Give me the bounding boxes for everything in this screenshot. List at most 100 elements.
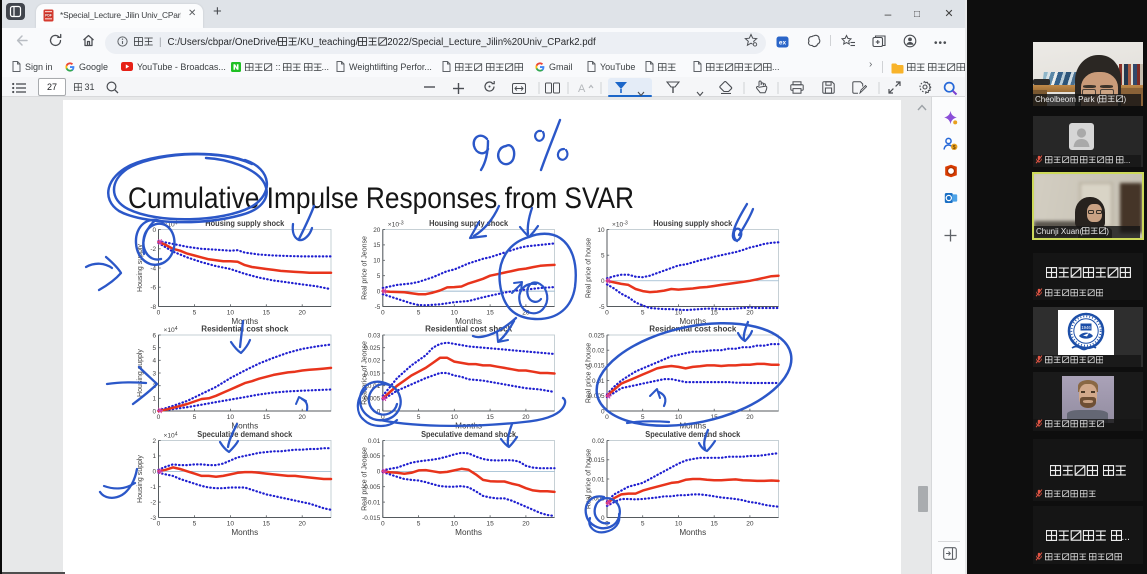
svg-text:-0.005: -0.005 (362, 484, 381, 491)
svg-text:Real price of house: Real price of house (586, 238, 593, 298)
svg-text:5: 5 (641, 414, 645, 421)
svg-text:Months: Months (679, 317, 706, 326)
svg-text:10: 10 (451, 309, 459, 316)
svg-text:5: 5 (193, 414, 197, 421)
svg-text:5: 5 (417, 520, 421, 527)
svg-text:Months: Months (679, 422, 706, 431)
svg-text:20: 20 (746, 414, 754, 421)
svg-text:0.015: 0.015 (589, 363, 605, 370)
svg-text:Cumulative Impulse Responses f: Cumulative Impulse Responses from SVAR (128, 182, 634, 215)
svg-text:Residential cost shock: Residential cost shock (201, 325, 289, 334)
svg-text:0: 0 (377, 408, 381, 415)
svg-text:Real price of Jeonse: Real price of Jeonse (361, 236, 368, 300)
svg-text:0.025: 0.025 (364, 345, 380, 352)
svg-text:A: A (578, 83, 586, 94)
svg-text:0: 0 (605, 414, 609, 421)
svg-text:0: 0 (601, 515, 605, 522)
svg-text:20: 20 (746, 309, 754, 316)
svg-text:0: 0 (157, 520, 161, 527)
svg-text:1946: 1946 (1081, 325, 1091, 330)
svg-text:0: 0 (377, 288, 381, 295)
svg-text:0.015: 0.015 (364, 370, 380, 377)
svg-text:Residential cost shock: Residential cost shock (425, 325, 513, 334)
svg-text:5: 5 (417, 309, 421, 316)
svg-text:Real price of Jeonse: Real price of Jeonse (361, 341, 368, 405)
svg-text:15: 15 (263, 309, 271, 316)
svg-text:10: 10 (675, 309, 683, 316)
svg-text:5: 5 (641, 520, 645, 527)
svg-text:10: 10 (675, 520, 683, 527)
svg-text:Speculative demand shock: Speculative demand shock (197, 430, 293, 439)
svg-text:0.005: 0.005 (364, 396, 380, 403)
svg-text:0: 0 (377, 469, 381, 476)
svg-text:2: 2 (152, 438, 156, 445)
svg-text:0: 0 (152, 227, 156, 234)
svg-text:20: 20 (522, 414, 530, 421)
svg-text:Real price of Jeonse: Real price of Jeonse (361, 447, 368, 511)
svg-text:10: 10 (451, 520, 459, 527)
svg-text:0: 0 (152, 408, 156, 415)
svg-text:0: 0 (381, 520, 385, 527)
svg-text:20: 20 (299, 309, 307, 316)
svg-text:×104: ×104 (164, 431, 178, 439)
svg-text:0.02: 0.02 (592, 438, 605, 445)
svg-text:-2: -2 (150, 246, 156, 253)
svg-text:0.015: 0.015 (589, 457, 605, 464)
svg-text:20: 20 (299, 520, 307, 527)
svg-text:-8: -8 (150, 304, 156, 311)
svg-text:0: 0 (157, 414, 161, 421)
svg-text:20: 20 (373, 227, 381, 234)
svg-text:5: 5 (601, 253, 605, 260)
svg-text:10: 10 (597, 227, 605, 234)
svg-text:0: 0 (152, 469, 156, 476)
svg-text:6: 6 (152, 332, 156, 339)
svg-text:Real price of house: Real price of house (586, 449, 593, 509)
svg-text:Housing supply shock: Housing supply shock (429, 219, 509, 228)
svg-text:15: 15 (486, 520, 494, 527)
svg-text:15: 15 (373, 242, 381, 249)
svg-text:0: 0 (157, 309, 161, 316)
svg-text:Housing supply: Housing supply (137, 455, 144, 503)
svg-text:15: 15 (711, 309, 719, 316)
svg-text:Real price of house: Real price of house (586, 343, 593, 403)
svg-text:-1: -1 (150, 484, 156, 491)
svg-text:Speculative demand shock: Speculative demand shock (421, 430, 517, 439)
svg-text:15: 15 (263, 414, 271, 421)
svg-text:5: 5 (193, 520, 197, 527)
svg-text:Housing supply shock: Housing supply shock (653, 219, 733, 228)
svg-text:0.005: 0.005 (589, 496, 605, 503)
svg-text:-3: -3 (150, 515, 156, 522)
svg-text:3: 3 (152, 370, 156, 377)
svg-text:-6: -6 (150, 285, 156, 292)
svg-text:0.03: 0.03 (368, 332, 381, 339)
svg-text:0.02: 0.02 (368, 358, 381, 365)
svg-text:-5: -5 (599, 304, 605, 311)
svg-text:×104: ×104 (164, 326, 178, 334)
svg-text:10: 10 (373, 258, 381, 265)
svg-text:0: 0 (601, 408, 605, 415)
svg-text:Months: Months (231, 317, 258, 326)
svg-text:-2: -2 (150, 499, 156, 506)
svg-text:Months: Months (231, 422, 258, 431)
svg-text:Housing supply: Housing supply (137, 244, 144, 292)
svg-text:Residential cost shock: Residential cost shock (649, 325, 737, 334)
svg-text:0.01: 0.01 (368, 438, 381, 445)
svg-text:0.025: 0.025 (589, 332, 605, 339)
svg-text:5: 5 (377, 273, 381, 280)
svg-text:10: 10 (451, 414, 459, 421)
svg-text:-5: -5 (375, 304, 381, 311)
svg-text:Housing supply shock: Housing supply shock (205, 219, 285, 228)
svg-text:1: 1 (152, 396, 156, 403)
svg-text:10: 10 (227, 520, 235, 527)
svg-text:Months: Months (455, 528, 482, 537)
svg-text:15: 15 (711, 414, 719, 421)
svg-text:15: 15 (486, 414, 494, 421)
svg-text:0: 0 (381, 414, 385, 421)
svg-text:20: 20 (522, 309, 530, 316)
svg-text:Speculative demand shock: Speculative demand shock (645, 430, 741, 439)
svg-text:Months: Months (455, 317, 482, 326)
svg-text:0.01: 0.01 (592, 476, 605, 483)
svg-text:15: 15 (263, 520, 271, 527)
svg-text:0.005: 0.005 (364, 453, 380, 460)
svg-text:0: 0 (605, 309, 609, 316)
